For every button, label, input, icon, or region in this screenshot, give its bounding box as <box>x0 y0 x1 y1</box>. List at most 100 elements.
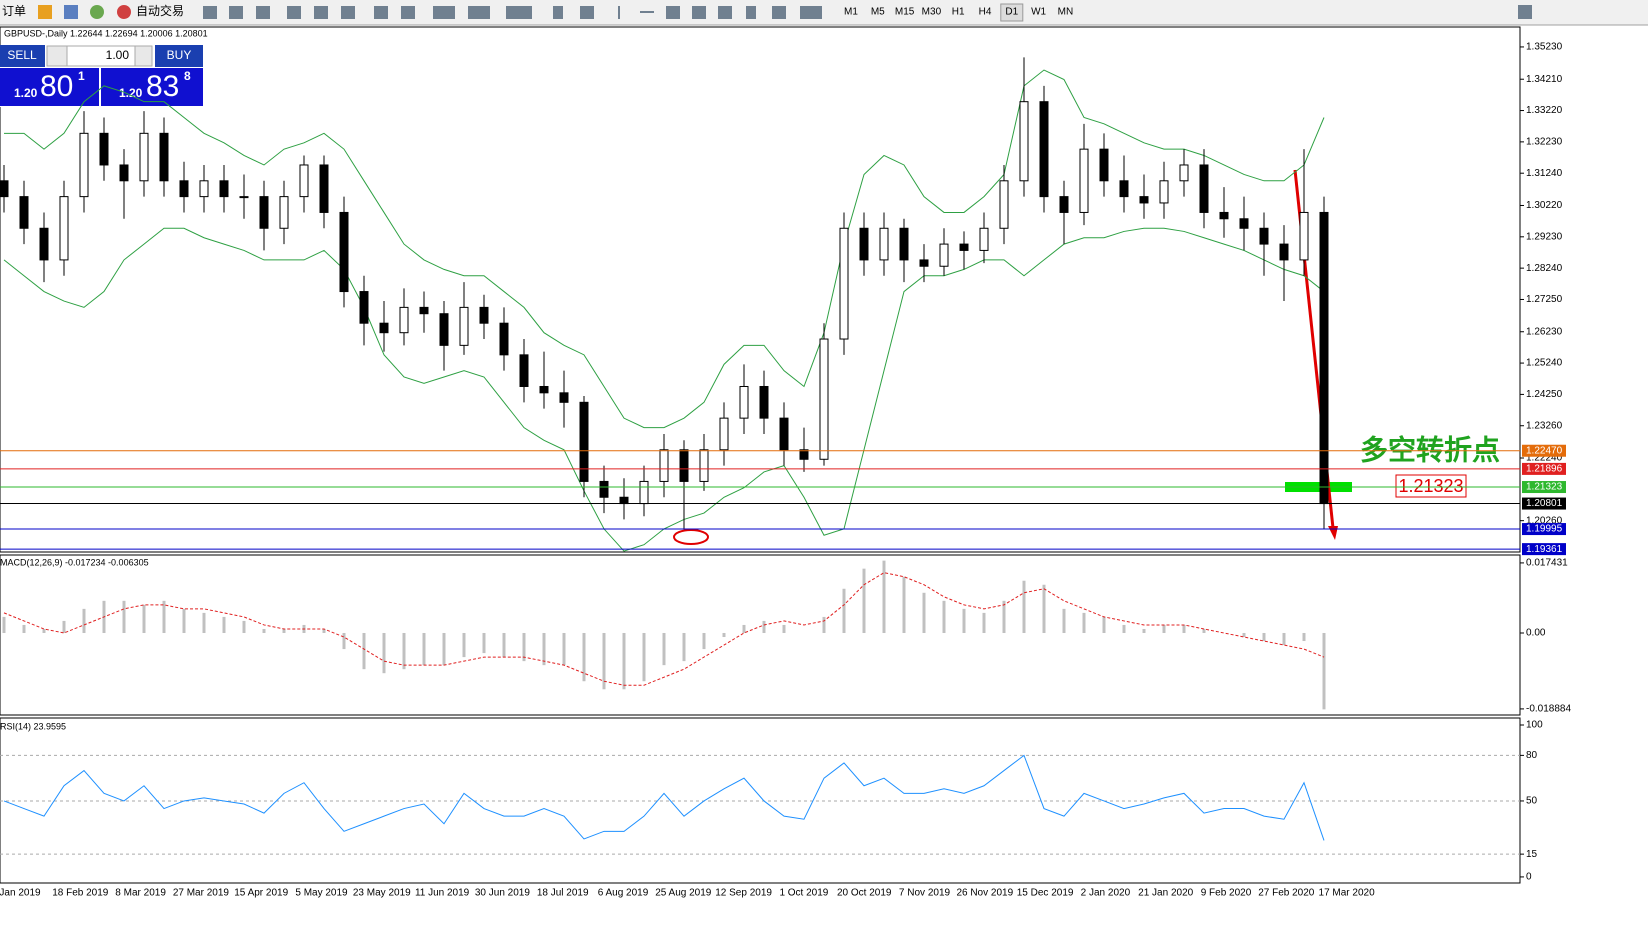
y-tick-label: 100 <box>1526 720 1543 731</box>
icon[interactable] <box>553 6 563 19</box>
macd-bar <box>2 616 6 633</box>
lot-up[interactable] <box>134 45 153 67</box>
macd-bar <box>442 632 446 666</box>
icon[interactable] <box>287 6 301 19</box>
candle-body <box>219 180 229 198</box>
icon[interactable] <box>64 5 78 19</box>
candle-body <box>259 196 269 229</box>
candle-body <box>1199 164 1209 213</box>
search-icon[interactable] <box>1518 5 1532 19</box>
macd-bar <box>1242 632 1246 638</box>
timeframe-button[interactable]: M30 <box>922 7 942 18</box>
icon[interactable] <box>256 6 270 19</box>
macd-bar <box>222 616 226 633</box>
candle-body <box>879 227 889 261</box>
macd-bar <box>1202 628 1206 633</box>
arrow-head <box>1328 526 1338 540</box>
icon[interactable] <box>468 6 490 19</box>
macd-bar <box>962 608 966 633</box>
macd-bar <box>1002 600 1006 633</box>
icon[interactable] <box>374 6 388 19</box>
candle-body <box>699 449 709 482</box>
icon[interactable] <box>666 6 680 19</box>
macd-bar <box>62 620 66 633</box>
candle-body <box>959 243 969 251</box>
price-box <box>1395 474 1467 498</box>
macd-bar <box>322 628 326 633</box>
x-tick-label: 26 Nov 2019 <box>956 888 1013 899</box>
macd-bar <box>942 600 946 633</box>
macd-panel <box>0 554 1521 716</box>
sell-label: SELL <box>7 48 37 62</box>
y-tick-label: 1.33220 <box>1526 105 1563 116</box>
y-tick-label: 1.31240 <box>1526 168 1563 179</box>
y-tick-label: 1.23260 <box>1526 420 1563 431</box>
icon[interactable] <box>341 6 355 19</box>
x-tick-label: 1 Oct 2019 <box>779 888 828 899</box>
macd-bar <box>1302 632 1306 642</box>
icon[interactable] <box>692 6 706 19</box>
icon[interactable] <box>800 6 822 19</box>
macd-bar <box>122 600 126 633</box>
icon[interactable] <box>314 6 328 19</box>
macd-bar <box>502 632 506 658</box>
macd-bar <box>1322 632 1326 710</box>
candle-body <box>679 449 689 482</box>
macd-bar <box>982 612 986 633</box>
candle-body <box>1279 243 1289 261</box>
timeframe-button[interactable]: M5 <box>871 7 885 18</box>
icon[interactable] <box>772 6 786 19</box>
icon[interactable] <box>640 11 654 13</box>
y-tick-label: 1.32230 <box>1526 137 1563 148</box>
x-tick-label: 6 Aug 2019 <box>598 888 649 899</box>
y-tick-label: 0.00 <box>1526 628 1546 639</box>
candle-body <box>319 164 329 213</box>
x-tick-label: 30 Jun 2019 <box>475 888 530 899</box>
timeframe-button[interactable]: H4 <box>979 7 992 18</box>
x-tick-label: Jan 2019 <box>0 888 41 899</box>
bid-box[interactable] <box>0 68 99 106</box>
y-tick-label: 50 <box>1526 796 1538 807</box>
icon[interactable] <box>90 5 104 19</box>
timeframe-button[interactable]: M15 <box>895 7 915 18</box>
timeframe-active <box>1000 3 1024 22</box>
icon[interactable] <box>203 6 217 19</box>
timeframe-button[interactable]: M1 <box>844 7 858 18</box>
icon[interactable] <box>718 6 732 19</box>
buy-button[interactable] <box>155 45 203 67</box>
sell-button[interactable] <box>0 45 45 67</box>
candle-body <box>99 132 109 166</box>
timeframe-button[interactable]: MN <box>1058 7 1074 18</box>
lot-down[interactable] <box>46 45 68 67</box>
macd-bar <box>382 632 386 674</box>
timeframe-button[interactable]: H1 <box>952 7 965 18</box>
candle-body <box>579 401 589 482</box>
icon[interactable] <box>618 6 620 19</box>
candle-body <box>359 291 369 324</box>
order-button[interactable]: 订单 <box>2 4 26 18</box>
candle-body <box>19 196 29 229</box>
icon[interactable] <box>746 6 756 19</box>
icon[interactable] <box>401 6 415 19</box>
icon[interactable] <box>506 6 532 19</box>
icon[interactable] <box>229 6 243 19</box>
x-tick-label: 15 Apr 2019 <box>234 888 288 899</box>
ask-box[interactable] <box>101 68 203 106</box>
macd-bar <box>682 632 686 662</box>
ask-pips: 83 <box>146 70 179 103</box>
macd-bar <box>242 620 246 633</box>
candle-body <box>1299 211 1309 261</box>
icon[interactable] <box>38 5 52 19</box>
icon[interactable] <box>433 6 455 19</box>
timeframe-button[interactable]: W1 <box>1031 7 1046 18</box>
icon[interactable] <box>580 6 594 19</box>
macd-bar <box>262 628 266 633</box>
y-tick-label: 1.22240 <box>1526 453 1563 464</box>
timeframe-button[interactable]: D1 <box>1005 7 1018 18</box>
level-label: 1.19361 <box>1526 544 1563 555</box>
auto-trade-button[interactable]: 自动交易 <box>136 3 184 18</box>
bid-big: 1.20 <box>14 86 38 100</box>
icon[interactable] <box>117 5 131 19</box>
macd-bar <box>902 576 906 633</box>
